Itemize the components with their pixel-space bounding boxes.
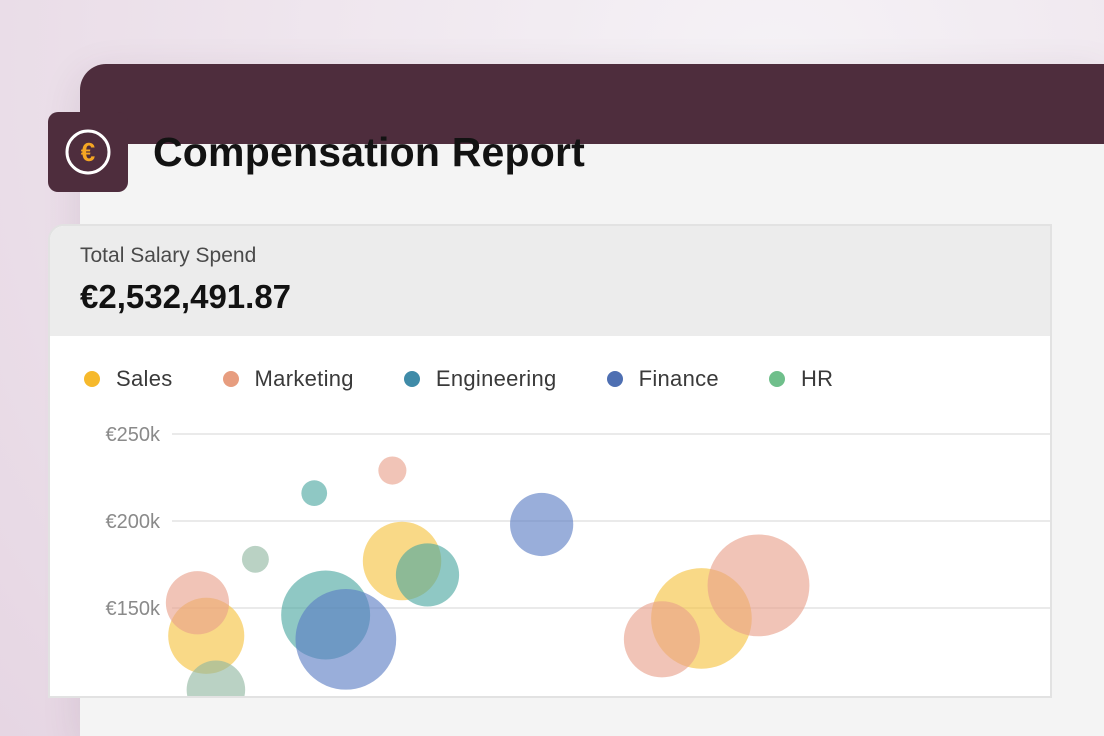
legend-swatch-hr — [768, 371, 785, 387]
euro-coin-icon: € — [48, 112, 128, 192]
legend-swatch-marketing — [222, 371, 239, 387]
kpi-value: €2,532,491.87 — [80, 278, 292, 315]
legend-swatch-finance — [606, 371, 623, 387]
chart-legend: Sales Marketing Engineering Finance HR — [84, 366, 883, 392]
legend-label-marketing: Marketing — [254, 366, 354, 391]
bubble-finance[interactable] — [510, 492, 574, 557]
kpi-label: Total Salary Spend — [80, 244, 257, 267]
svg-text:€: € — [81, 137, 95, 167]
euro-coin-glyph: € — [65, 129, 111, 175]
bubble-marketing[interactable] — [707, 534, 810, 637]
bubble-marketing[interactable] — [165, 571, 230, 635]
bubble-marketing[interactable] — [378, 456, 407, 485]
legend-swatch-sales — [84, 371, 100, 387]
legend-item-engineering[interactable]: Engineering — [403, 366, 557, 392]
y-tick-label: €250k — [106, 424, 161, 446]
bubble-hr[interactable] — [186, 660, 246, 696]
legend-swatch-engineering — [403, 371, 420, 387]
bubble-hr[interactable] — [241, 545, 269, 573]
bubble-chart: €250k €200k €150k — [106, 424, 1050, 696]
bubble-marketing[interactable] — [623, 601, 700, 678]
legend-label-sales: Sales — [116, 366, 173, 391]
legend-label-hr: HR — [800, 366, 834, 391]
kpi-panel: Total Salary Spend €2,532,491.87 — [50, 226, 1050, 336]
legend-item-finance[interactable]: Finance — [606, 366, 719, 392]
bubble-engineering[interactable] — [301, 480, 328, 507]
bubble-engineering[interactable] — [395, 543, 460, 607]
window-titlebar — [80, 64, 1104, 144]
bubble-finance[interactable] — [295, 588, 397, 690]
legend-item-hr[interactable]: HR — [768, 366, 834, 392]
salary-chart-card: Total Salary Spend €2,532,491.87 Sales M… — [48, 224, 1052, 698]
legend-item-marketing[interactable]: Marketing — [222, 366, 354, 392]
legend-item-sales[interactable]: Sales — [84, 366, 173, 392]
y-tick-label: €200k — [106, 511, 161, 533]
legend-label-finance: Finance — [638, 366, 719, 391]
y-tick-label: €150k — [106, 598, 161, 620]
page-header: € Compensation Report — [48, 112, 585, 192]
page-title: Compensation Report — [153, 128, 586, 175]
legend-label-engineering: Engineering — [435, 366, 557, 391]
